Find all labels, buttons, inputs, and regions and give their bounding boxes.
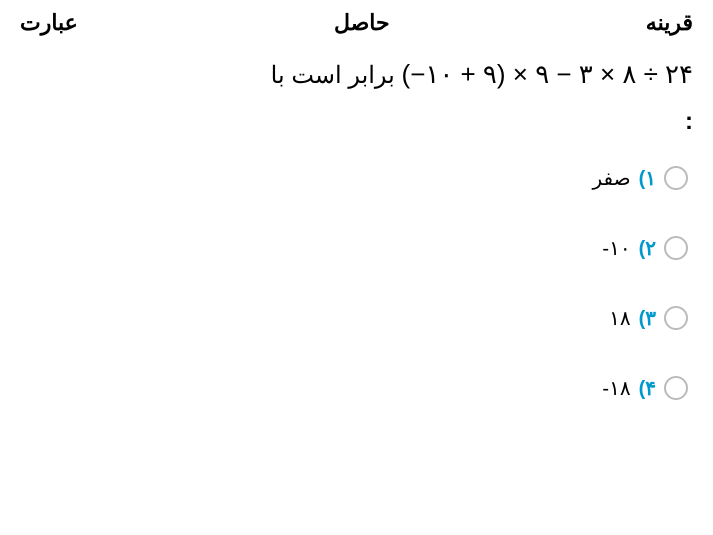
option-3-text: ١٨ bbox=[609, 306, 630, 331]
math-expression: (−١٠ + ٩) × ٩ − ٣ × ٨ ÷ ٢۴ bbox=[402, 51, 693, 98]
header-center: حاصل bbox=[334, 10, 390, 36]
question-suffix: برابر است با bbox=[271, 62, 395, 89]
header-left: عبارت bbox=[20, 10, 78, 36]
question-colon: : bbox=[20, 108, 693, 136]
option-3: ٣) ١٨ bbox=[609, 306, 688, 331]
option-2-text: -١٠ bbox=[602, 236, 630, 261]
options-list: ١) صفر ٢) -١٠ ٣) ١٨ ۴) -١٨ bbox=[20, 166, 693, 401]
radio-2[interactable] bbox=[664, 236, 688, 260]
option-1-text: صفر bbox=[592, 166, 630, 191]
option-1-number: ١) bbox=[639, 166, 656, 191]
question-text: (−١٠ + ٩) × ٩ − ٣ × ٨ ÷ ٢۴ برابر است با bbox=[20, 51, 693, 98]
option-4-text: -١٨ bbox=[602, 376, 630, 401]
option-4: ۴) -١٨ bbox=[602, 376, 688, 401]
radio-4[interactable] bbox=[664, 376, 688, 400]
option-1: ١) صفر bbox=[592, 166, 688, 191]
header-right: قرینه bbox=[646, 10, 693, 36]
option-2-number: ٢) bbox=[639, 236, 656, 261]
header-row: قرینه حاصل عبارت bbox=[20, 10, 693, 36]
radio-1[interactable] bbox=[664, 166, 688, 190]
option-2: ٢) -١٠ bbox=[602, 236, 688, 261]
radio-3[interactable] bbox=[664, 306, 688, 330]
option-3-number: ٣) bbox=[639, 306, 656, 331]
option-4-number: ۴) bbox=[639, 376, 656, 401]
